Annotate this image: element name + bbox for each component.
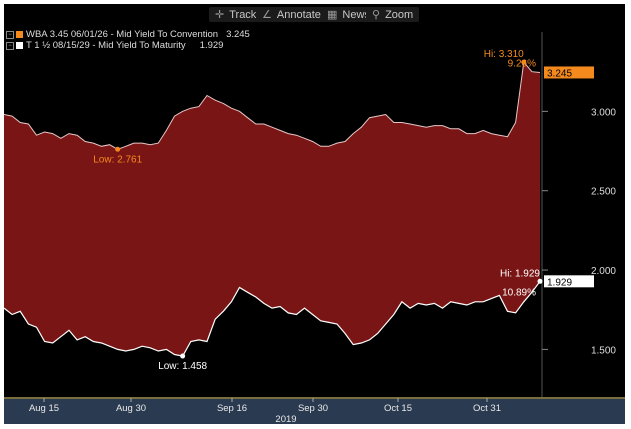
legend-item-treasury[interactable]: − T 1 ½ 08/15/29 - Mid Yield To Maturity… xyxy=(6,40,250,51)
zoom-button[interactable]: ⚲ Zoom xyxy=(366,7,420,22)
x-tick-label: Aug 15 xyxy=(29,403,59,414)
annotation-marker xyxy=(521,59,527,65)
annotation-label: Low: 1.458 xyxy=(158,361,207,372)
news-button[interactable]: ▦ News xyxy=(321,7,376,22)
pct-change-label: 9.26% xyxy=(508,58,536,69)
magnifier-icon: ⚲ xyxy=(372,9,381,21)
spread-area xyxy=(4,62,540,357)
legend-swatch-wba xyxy=(16,31,23,38)
pencil-icon: ∠ xyxy=(262,9,272,21)
annotation-label: Low: 2.761 xyxy=(93,154,142,165)
y-axis-panel xyxy=(542,32,625,397)
annotation-label: Hi: 3.310 xyxy=(484,49,524,60)
last-value-label: 1.929 xyxy=(547,277,572,288)
x-tick-label: Oct 15 xyxy=(384,403,412,414)
x-tick-label: Oct 31 xyxy=(473,403,501,414)
annotation-marker xyxy=(115,146,121,152)
annotation-marker xyxy=(537,278,543,284)
legend-swatch-treasury xyxy=(16,42,23,49)
annotation-label: Hi: 1.929 xyxy=(500,268,540,279)
y-tick-label: 2.500 xyxy=(591,187,616,198)
chart-toolbar: ✛ Track ∠ Annotate ▦ News ⚲ Zoom xyxy=(4,4,625,26)
series-line-wba xyxy=(4,61,541,150)
annotate-label: Annotate xyxy=(276,8,321,21)
legend-item-wba[interactable]: − WBA 3.45 06/01/26 - Mid Yield To Conve… xyxy=(6,29,250,40)
x-tick-label: Sep 30 xyxy=(298,403,328,414)
x-axis-band xyxy=(4,397,625,424)
x-year-label: 2019 xyxy=(275,414,296,424)
chart-legend: − WBA 3.45 06/01/26 - Mid Yield To Conve… xyxy=(6,29,250,51)
legend-value-wba: 3.245 xyxy=(226,29,250,40)
track-label: Track xyxy=(229,8,257,21)
chart-window: ✛ Track ∠ Annotate ▦ News ⚲ Zoom 1.500 2.… xyxy=(4,4,625,424)
zoom-label: Zoom xyxy=(385,8,414,21)
annotation-marker xyxy=(180,353,186,359)
annotate-button[interactable]: ∠ Annotate xyxy=(256,7,327,22)
y-tick-label: 1.500 xyxy=(591,345,616,356)
legend-value-treasury: 1.929 xyxy=(199,40,224,51)
y-tick-label: 2.000 xyxy=(591,266,616,277)
y-tick-label: 3.000 xyxy=(591,107,616,118)
last-value-box xyxy=(544,66,594,79)
legend-label-treasury: T 1 ½ 08/15/29 - Mid Yield To Maturity xyxy=(26,40,186,51)
series-line-treasury xyxy=(4,280,541,357)
news-label: News xyxy=(342,8,370,21)
legend-label-wba: WBA 3.45 06/01/26 - Mid Yield To Convent… xyxy=(26,29,219,40)
line-chart: 1.500 2.000 2.500 3.000 Aug 15 Aug 30 Sep 16 Se… xyxy=(4,32,625,424)
x-tick-label: Aug 30 xyxy=(116,403,146,414)
x-tick-label: Sep 16 xyxy=(217,403,247,414)
last-value-box xyxy=(544,275,594,288)
track-button[interactable]: ✛ Track xyxy=(209,7,263,22)
last-value-label: 3.245 xyxy=(547,68,572,79)
news-icon: ▦ xyxy=(327,9,338,21)
crosshair-icon: ✛ xyxy=(215,9,225,21)
pct-change-label: 10.89% xyxy=(502,287,536,298)
collapse-icon[interactable]: − xyxy=(6,30,14,39)
collapse-icon[interactable]: − xyxy=(6,41,14,50)
